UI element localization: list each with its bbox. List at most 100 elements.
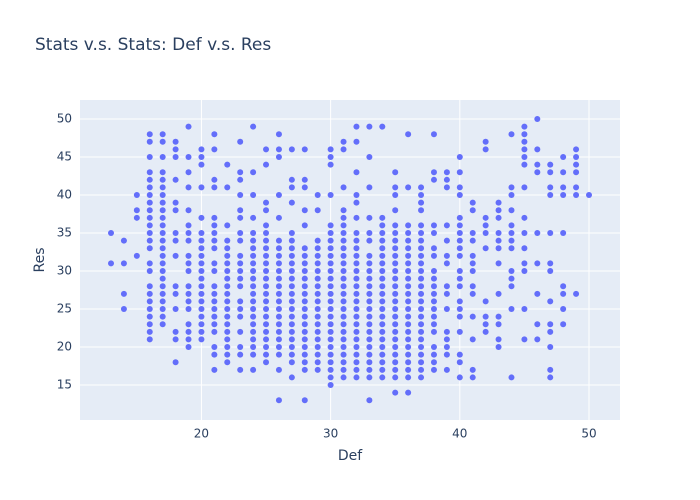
point <box>327 237 334 244</box>
point <box>327 359 334 366</box>
point <box>456 184 463 191</box>
point <box>224 237 231 244</box>
point <box>392 268 399 275</box>
point <box>443 366 450 373</box>
point <box>211 328 218 335</box>
point <box>482 138 489 145</box>
point <box>392 389 399 396</box>
point <box>379 222 386 229</box>
point <box>301 283 308 290</box>
point <box>430 176 437 183</box>
point <box>250 306 257 313</box>
point <box>301 351 308 358</box>
point <box>327 154 334 161</box>
point <box>275 366 282 373</box>
point <box>185 328 192 335</box>
point <box>108 260 115 267</box>
point <box>456 230 463 237</box>
point <box>275 260 282 267</box>
point <box>366 336 373 343</box>
point <box>159 306 166 313</box>
point <box>547 169 554 176</box>
point <box>469 290 476 297</box>
point <box>185 252 192 259</box>
point <box>392 328 399 335</box>
point <box>573 290 580 297</box>
point <box>198 260 205 267</box>
point <box>418 351 425 358</box>
point <box>340 366 347 373</box>
point <box>521 268 528 275</box>
point <box>495 321 502 328</box>
point <box>456 275 463 282</box>
point <box>237 268 244 275</box>
point <box>224 336 231 343</box>
point <box>405 131 412 138</box>
point <box>405 252 412 259</box>
point <box>159 313 166 320</box>
point <box>250 336 257 343</box>
point <box>263 283 270 290</box>
point <box>405 321 412 328</box>
x-tick-label: 50 <box>581 427 596 441</box>
point <box>405 351 412 358</box>
point <box>340 306 347 313</box>
point <box>521 260 528 267</box>
point <box>172 199 179 206</box>
point <box>224 290 231 297</box>
point <box>340 283 347 290</box>
point <box>172 290 179 297</box>
point <box>405 245 412 252</box>
point <box>456 313 463 320</box>
point <box>133 252 140 259</box>
point <box>314 268 321 275</box>
point <box>392 344 399 351</box>
point <box>392 275 399 282</box>
point <box>443 328 450 335</box>
point <box>353 245 360 252</box>
point <box>250 245 257 252</box>
point <box>547 230 554 237</box>
point <box>198 146 205 153</box>
point <box>418 374 425 381</box>
point <box>379 275 386 282</box>
point <box>430 321 437 328</box>
point <box>159 169 166 176</box>
point <box>405 313 412 320</box>
point <box>560 192 567 199</box>
point <box>146 336 153 343</box>
point <box>263 268 270 275</box>
point <box>159 237 166 244</box>
point <box>366 154 373 161</box>
point <box>327 252 334 259</box>
point <box>301 290 308 297</box>
point <box>430 245 437 252</box>
point <box>250 192 257 199</box>
point <box>547 374 554 381</box>
point <box>314 298 321 305</box>
point <box>237 328 244 335</box>
point <box>443 184 450 191</box>
point <box>185 336 192 343</box>
point <box>314 207 321 214</box>
point <box>534 169 541 176</box>
point <box>379 237 386 244</box>
point <box>405 222 412 229</box>
point <box>443 290 450 297</box>
point <box>379 328 386 335</box>
point <box>159 283 166 290</box>
point <box>314 351 321 358</box>
point <box>469 336 476 343</box>
point <box>327 283 334 290</box>
point <box>314 344 321 351</box>
point <box>263 237 270 244</box>
point <box>418 222 425 229</box>
point <box>430 268 437 275</box>
point <box>353 374 360 381</box>
point <box>159 222 166 229</box>
point <box>327 146 334 153</box>
point <box>366 344 373 351</box>
point <box>430 222 437 229</box>
point <box>275 283 282 290</box>
point <box>443 336 450 343</box>
